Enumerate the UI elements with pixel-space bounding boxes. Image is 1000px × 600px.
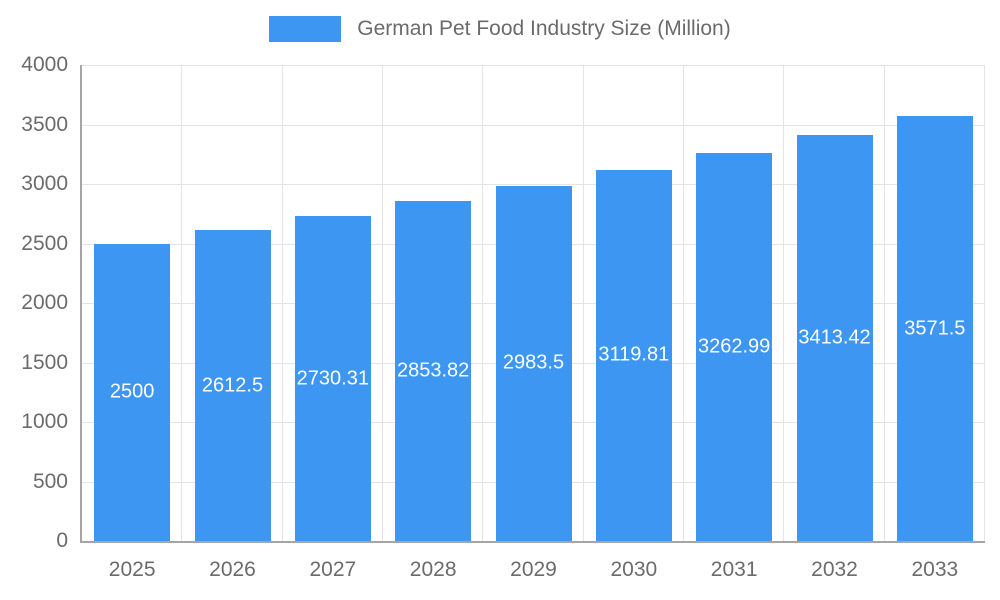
y-tick-label: 3500 bbox=[21, 112, 68, 136]
bar-value-label: 2612.5 bbox=[201, 374, 264, 397]
gridline-vertical bbox=[984, 65, 985, 541]
x-tick-label: 2030 bbox=[610, 558, 658, 581]
gridline-vertical bbox=[683, 65, 684, 541]
gridline-vertical bbox=[783, 65, 785, 541]
bar-value-label: 2853.82 bbox=[397, 359, 470, 382]
legend-swatch bbox=[269, 16, 342, 42]
plot-area: 2500 2612.5 2730.31 2853.82 2983.5 3119.81 326… bbox=[80, 65, 985, 543]
y-tick-label: 1500 bbox=[21, 350, 68, 374]
chart-legend: German Pet Food Industry Size (Million) bbox=[0, 16, 1000, 42]
gridline-vertical bbox=[883, 65, 885, 541]
x-tick-label: 2031 bbox=[710, 558, 758, 581]
gridline-horizontal bbox=[82, 124, 985, 126]
bar: 2730.31 bbox=[294, 216, 371, 541]
x-tick-label: 2032 bbox=[811, 558, 858, 581]
bar: 2612.5 bbox=[194, 230, 271, 541]
bar-value-label: 3119.81 bbox=[598, 343, 670, 366]
gridline-vertical bbox=[582, 65, 584, 541]
x-tick-label: 2027 bbox=[309, 558, 357, 581]
bar: 3413.42 bbox=[796, 134, 873, 541]
bar-value-label: 2500 bbox=[109, 380, 155, 403]
x-tick-label: 2025 bbox=[108, 558, 156, 581]
bar-value-label: 2730.31 bbox=[296, 367, 369, 390]
bar: 3262.99 bbox=[696, 152, 773, 541]
bar: 3119.81 bbox=[595, 169, 672, 541]
gridline-horizontal bbox=[82, 184, 985, 185]
bar-value-label: 3413.42 bbox=[798, 326, 871, 349]
y-tick-label: 1000 bbox=[21, 410, 68, 433]
bar-value-label: 3571.5 bbox=[904, 317, 966, 339]
y-tick-label: 2500 bbox=[21, 231, 68, 255]
gridline-vertical bbox=[181, 65, 183, 541]
bar-value-label: 3262.99 bbox=[698, 335, 771, 358]
y-tick-label: 4000 bbox=[21, 53, 68, 76]
bar: 3571.5 bbox=[896, 116, 973, 541]
legend-label: German Pet Food Industry Size (Million) bbox=[357, 17, 731, 40]
x-tick-label: 2033 bbox=[911, 558, 959, 581]
gridline-vertical bbox=[382, 65, 383, 541]
x-tick-label: 2026 bbox=[209, 558, 256, 581]
y-tick-label: 0 bbox=[56, 529, 68, 552]
bar: 2853.82 bbox=[395, 201, 472, 541]
bar-value-label: 2983.5 bbox=[502, 351, 565, 374]
gridline-vertical bbox=[281, 65, 283, 541]
y-tick-label: 2000 bbox=[21, 291, 68, 314]
x-tick-label: 2029 bbox=[510, 558, 557, 581]
x-tick-label: 2028 bbox=[409, 558, 457, 581]
bar: 2500 bbox=[94, 243, 171, 541]
y-tick-label: 500 bbox=[32, 469, 68, 493]
gridline-horizontal bbox=[82, 65, 985, 66]
gridline-vertical bbox=[482, 65, 484, 541]
y-tick-label: 3000 bbox=[21, 172, 68, 195]
bar: 2983.5 bbox=[495, 185, 572, 541]
